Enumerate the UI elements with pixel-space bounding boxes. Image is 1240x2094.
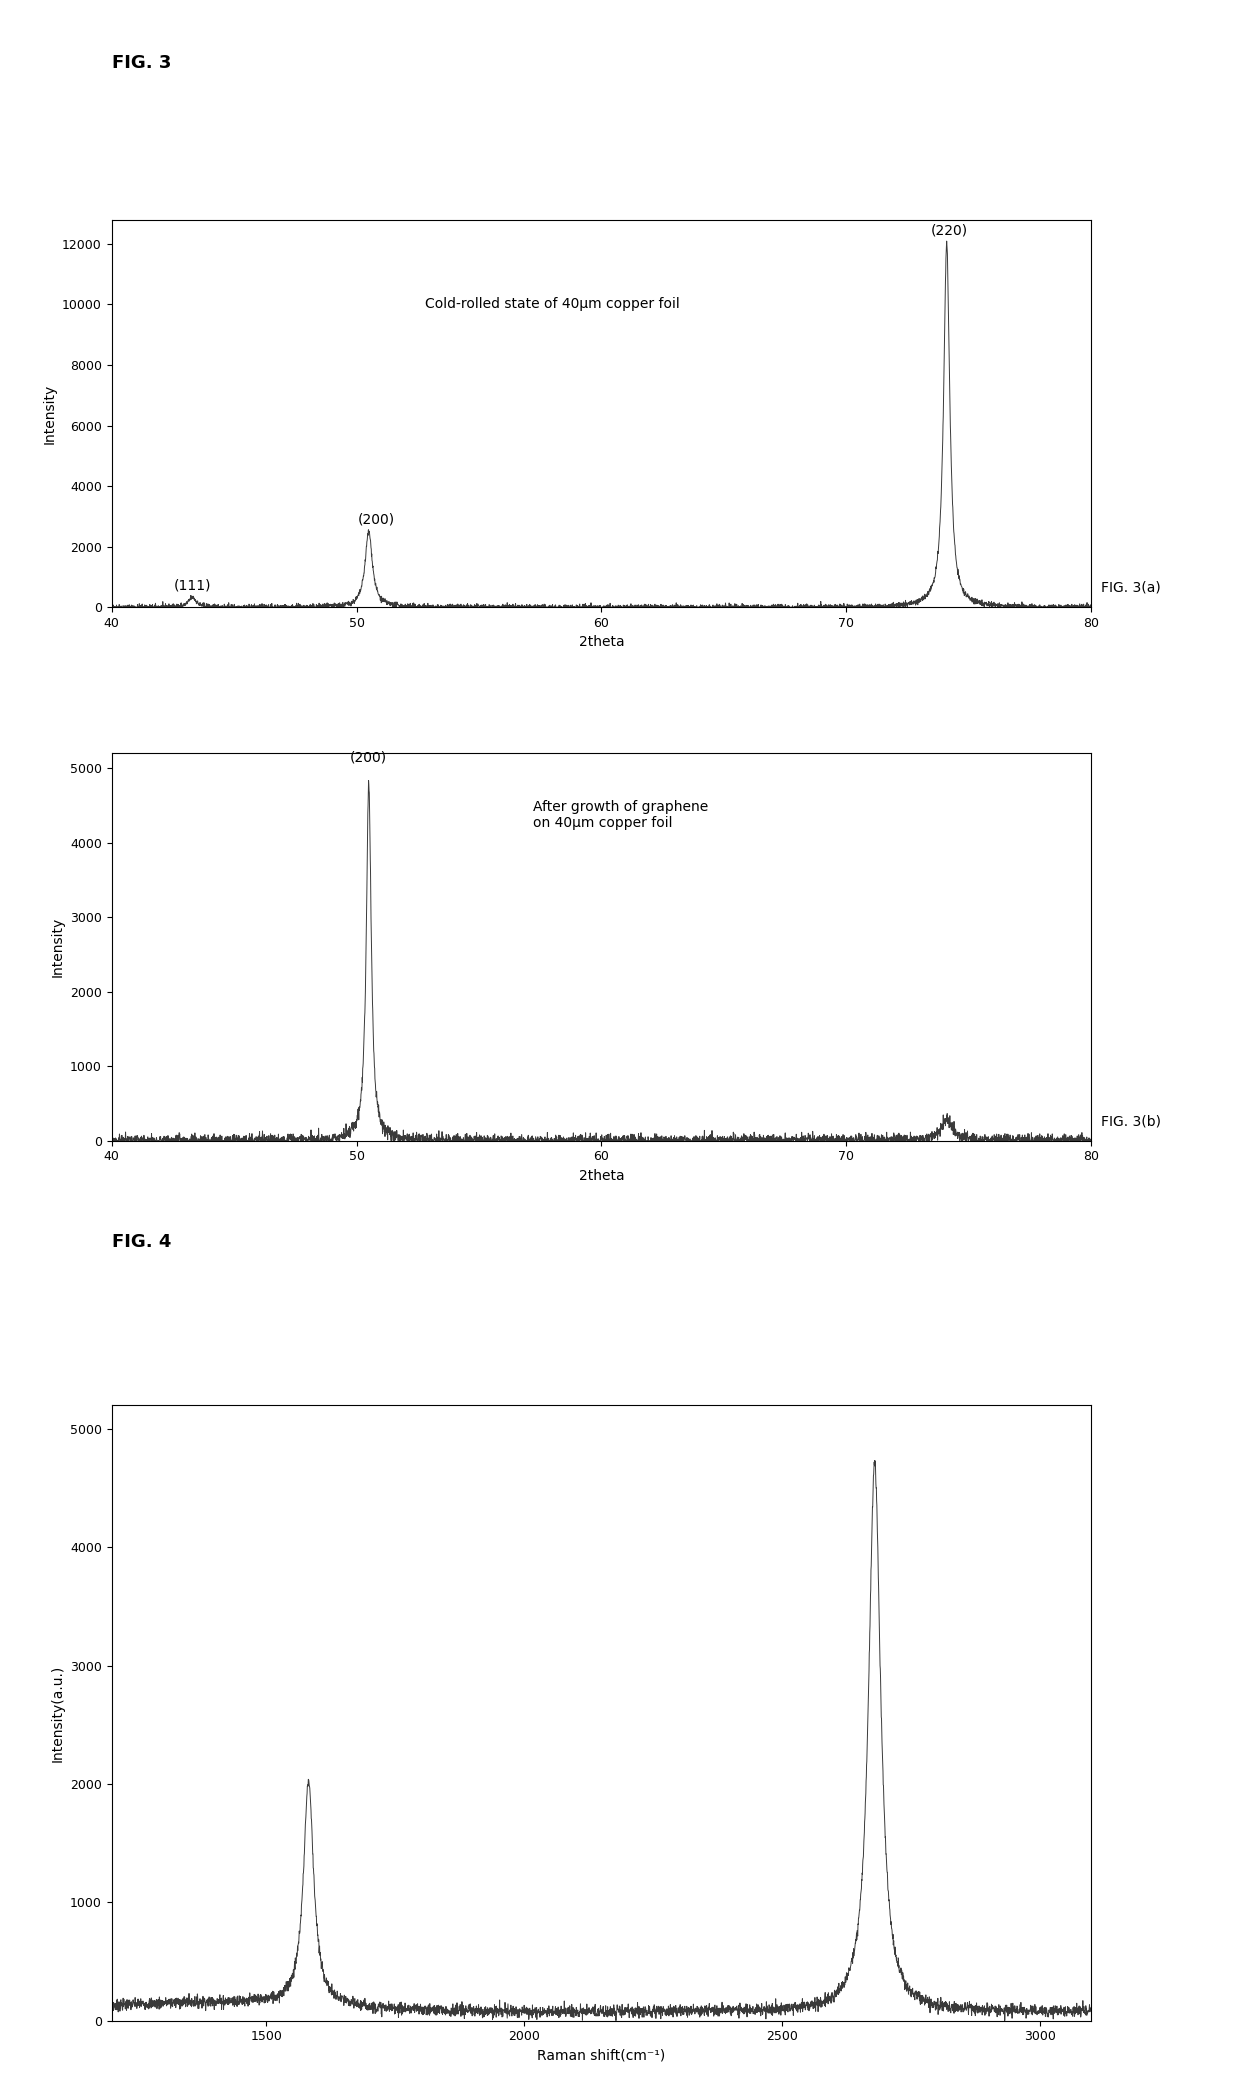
Text: (200): (200) [350, 750, 387, 764]
Y-axis label: Intensity: Intensity [42, 383, 57, 444]
Text: (111): (111) [174, 578, 211, 593]
Text: After growth of graphene
on 40μm copper foil: After growth of graphene on 40μm copper … [533, 800, 708, 829]
Text: FIG. 3(a): FIG. 3(a) [1101, 580, 1161, 595]
Text: FIG. 3: FIG. 3 [112, 54, 171, 71]
Text: FIG. 4: FIG. 4 [112, 1233, 171, 1250]
Text: (220): (220) [930, 224, 967, 239]
X-axis label: 2theta: 2theta [579, 634, 624, 649]
Text: FIG. 3(b): FIG. 3(b) [1101, 1114, 1161, 1129]
Text: (200): (200) [357, 513, 394, 526]
Y-axis label: Intensity: Intensity [51, 917, 64, 978]
Text: Cold-rolled state of 40μm copper foil: Cold-rolled state of 40μm copper foil [425, 297, 680, 312]
X-axis label: Raman shift(cm⁻¹): Raman shift(cm⁻¹) [537, 2050, 666, 2063]
X-axis label: 2theta: 2theta [579, 1168, 624, 1183]
Y-axis label: Intensity(a.u.): Intensity(a.u.) [51, 1665, 64, 1761]
